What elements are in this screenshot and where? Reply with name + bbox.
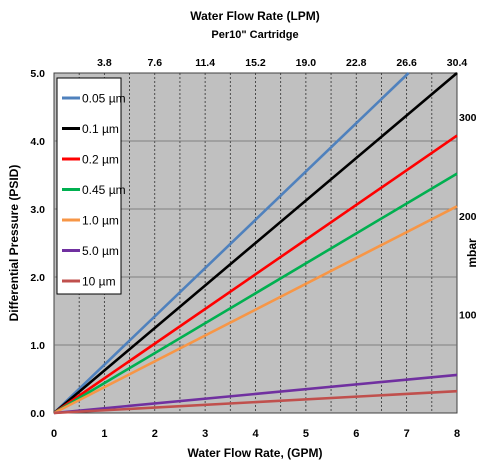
top-tick-labels: 3.8 7.6 11.4 15.2 19.0 22.8 26.6 30.4 — [97, 57, 467, 69]
top-tick-label: 30.4 — [447, 57, 468, 69]
right-tick-label: 300 — [459, 112, 477, 124]
x-tick-label: 5 — [303, 428, 309, 440]
series-line — [53, 172, 458, 415]
y-axis-label: Differential Pressure (PSID) — [7, 165, 21, 322]
series-line — [53, 72, 458, 414]
top-tick-label: 11.4 — [195, 57, 215, 69]
legend-label: 10 µm — [82, 275, 116, 289]
series-line — [53, 134, 458, 415]
x-tick-label: 4 — [252, 428, 259, 440]
top-tick-label: 19.0 — [296, 57, 317, 69]
y-axis-right-label: mbar — [465, 238, 479, 268]
x-tick-label: 1 — [101, 428, 107, 440]
series-line — [53, 72, 410, 414]
legend-label: 0.2 µm — [82, 153, 119, 167]
y-tick-label: 5.0 — [30, 68, 45, 80]
x-tick-labels: 0 1 2 3 4 5 6 7 8 — [51, 428, 460, 440]
series-line — [53, 373, 458, 415]
x-tick-label: 3 — [202, 428, 208, 440]
legend-label: 0.1 µm — [82, 122, 119, 136]
y-tick-label: 3.0 — [30, 204, 45, 216]
right-tick-label: 100 — [459, 309, 477, 321]
x-axis-label: Water Flow Rate, (GPM) — [188, 446, 323, 460]
x-tick-label: 2 — [152, 428, 158, 440]
top-tick-label: 22.8 — [346, 57, 367, 69]
legend-label: 0.05 µm — [82, 92, 126, 106]
legend-box — [56, 77, 122, 295]
top-tick-label: 26.6 — [396, 57, 417, 69]
legend-label: 0.45 µm — [82, 183, 126, 197]
y-tick-label: 0.0 — [30, 408, 45, 420]
x-tick-label: 8 — [454, 428, 460, 440]
legend: 0.05 µm 0.1 µm 0.2 µm 0.45 µm 1.0 µm 5.0 µm 10… — [56, 77, 126, 295]
series-line — [53, 205, 458, 415]
right-tick-label: 200 — [459, 211, 477, 223]
right-tick-labels: 100 200 300 — [459, 112, 477, 321]
series-layer — [53, 72, 458, 415]
chart-title: Water Flow Rate (LPM) — [190, 9, 320, 23]
legend-label: 5.0 µm — [82, 244, 119, 258]
x-tick-label: 6 — [353, 428, 359, 440]
top-tick-label: 7.6 — [147, 57, 162, 69]
y-tick-label: 1.0 — [30, 340, 45, 352]
chart-subtitle: Per10" Cartridge — [211, 29, 298, 41]
y-tick-labels: 0.0 1.0 2.0 3.0 4.0 5.0 — [30, 68, 45, 420]
series-line — [53, 389, 458, 415]
top-tick-label: 15.2 — [245, 57, 266, 69]
y-tick-label: 4.0 — [30, 136, 45, 148]
top-tick-label: 3.8 — [97, 57, 112, 69]
y-tick-label: 2.0 — [30, 272, 45, 284]
legend-label: 1.0 µm — [82, 214, 119, 228]
x-tick-label: 0 — [51, 428, 57, 440]
x-tick-label: 7 — [404, 428, 410, 440]
